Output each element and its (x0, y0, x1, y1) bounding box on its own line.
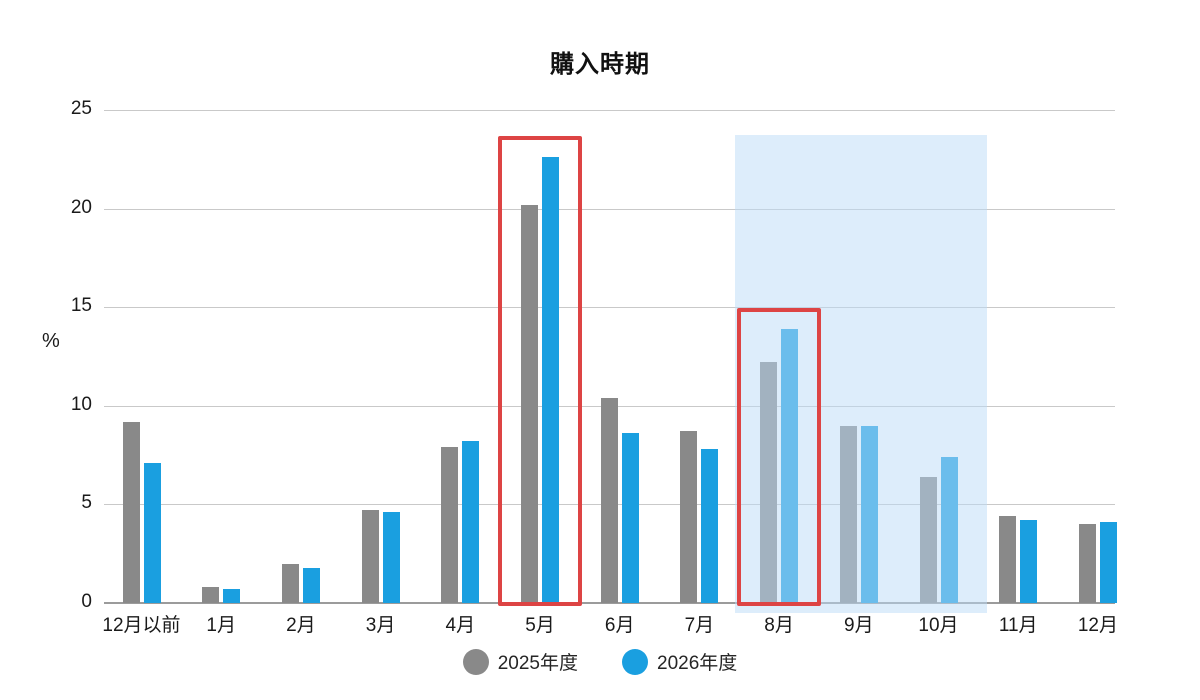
highlight-box-8月 (737, 307, 822, 606)
highlight-box-5月 (498, 136, 582, 606)
x-tick-label: 12月以前 (102, 615, 181, 636)
legend-item: 2025年度 (462, 648, 578, 675)
x-tick-label: 11月 (998, 615, 1038, 636)
bar-2026年度 (621, 433, 639, 603)
highlight-band (735, 135, 988, 613)
x-tick-label: 3月 (365, 615, 396, 636)
x-tick-label: 7月 (684, 615, 715, 636)
plot-area: 0 5 10 15 20 25 12月以前 1月 2月 3月 4月 5月 6月 7月 8月 9月 10月 11月 1… (71, 98, 1118, 636)
bar-2025年度 (680, 431, 698, 603)
x-tick-label: 9月 (844, 615, 874, 636)
bar-2026年度 (542, 157, 559, 603)
legend-swatch-2026年度 (622, 648, 648, 675)
bar-2025年度 (441, 447, 459, 603)
bar-2026年度 (701, 449, 719, 603)
legend-label: 2025年度 (497, 653, 578, 674)
bar-2026年度 (1020, 520, 1038, 603)
legend-swatch-2025年度 (462, 648, 489, 675)
bar-2026年度 (302, 567, 320, 603)
bar-2025年度 (600, 397, 618, 603)
legend-item: 2026年度 (622, 648, 737, 675)
bar-2025年度 (202, 587, 220, 603)
y-axis-unit-label: % (42, 330, 60, 352)
x-tick-label: 4月 (445, 615, 476, 636)
y-tick-label: 25 (70, 98, 92, 119)
x-tick-label: 1月 (206, 615, 236, 636)
x-tick-label: 10月 (918, 615, 959, 636)
gridline (104, 110, 1115, 111)
legend: 2025年度 2026年度 (0, 648, 1200, 675)
x-tick-label: 2月 (286, 615, 316, 636)
x-tick-label: 5月 (525, 615, 555, 636)
bar-2025年度 (521, 204, 538, 603)
chart-title: 購入時期 (550, 51, 650, 78)
y-tick-label: 5 (81, 492, 92, 514)
y-tick-label: 0 (81, 591, 92, 612)
x-tick-label: 8月 (764, 615, 794, 636)
bar-2025年度 (999, 516, 1017, 603)
legend-label: 2026年度 (657, 653, 738, 674)
bar-2026年度 (462, 441, 480, 603)
y-tick-label: 15 (70, 295, 92, 317)
gridline (104, 307, 1115, 309)
bar-2025年度 (122, 421, 140, 603)
bar-2026年度 (143, 462, 161, 603)
y-tick-label: 10 (70, 393, 92, 415)
bar-2026年度 (382, 512, 400, 603)
bar-2025年度 (1078, 524, 1096, 603)
bar-2026年度 (223, 589, 241, 603)
gridline (104, 208, 1115, 210)
y-tick-label: 20 (70, 196, 92, 218)
x-tick-label: 6月 (604, 615, 635, 636)
bar-2025年度 (281, 563, 299, 603)
bar-2026年度 (1099, 522, 1117, 603)
x-axis-line (104, 602, 1115, 604)
x-tick-label: 12月 (1077, 615, 1118, 636)
bar-2025年度 (361, 510, 379, 603)
